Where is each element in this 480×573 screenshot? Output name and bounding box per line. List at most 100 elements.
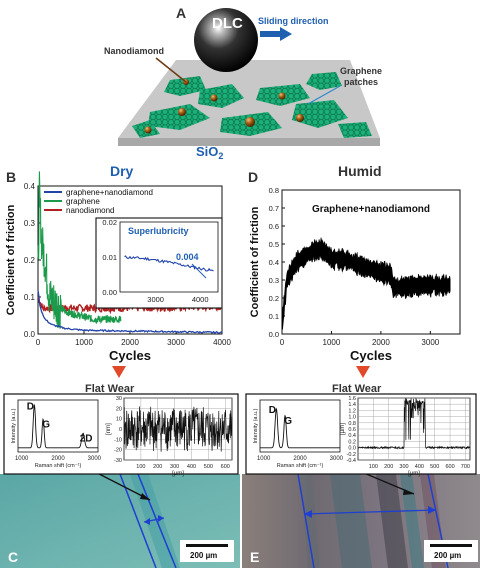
panel-c-title: Flat Wear bbox=[85, 383, 135, 395]
dry-legend-label: graphene bbox=[66, 197, 100, 206]
panel-c-profile-y-tick-label: 10 bbox=[116, 417, 122, 423]
panel-c-profile-y-tick-label: 20 bbox=[116, 406, 122, 412]
nanodiamond-leader bbox=[155, 57, 187, 83]
panel-e-track-edge-left bbox=[297, 473, 315, 569]
panel-e-profile-y-tick-label: 1.6 bbox=[348, 396, 356, 402]
panel-e-profile-x-tick-label: 500 bbox=[430, 464, 439, 470]
panel-c-profile-x-label: [µm] bbox=[172, 471, 184, 477]
panel-e-scalebar-label: 200 µm bbox=[434, 551, 461, 560]
panel-e-raman-x-tick-label: 1000 bbox=[257, 456, 271, 462]
dry-x-axis-label: Cycles bbox=[109, 348, 151, 363]
panel-c-profile-x-tick-label: 500 bbox=[204, 464, 213, 470]
panel-e-inset-box bbox=[245, 393, 477, 475]
nanodiamond-label: Nanodiamond bbox=[104, 46, 164, 56]
panel-d: D Humid 0 1000 2000 30000.00.10.20.30.40.50… bbox=[248, 163, 461, 363]
panel-e-profile-y-tick-label: 1.4 bbox=[348, 402, 356, 408]
panel-e-pointer-head bbox=[403, 489, 414, 495]
panel-c-profile-y-tick-label: 0 bbox=[119, 427, 122, 433]
humid-x-tick-label: 2000 bbox=[372, 338, 390, 347]
panel-c-pointer-head bbox=[140, 493, 150, 500]
panel-e-width-marker bbox=[303, 509, 437, 515]
panel-e-title: Flat Wear bbox=[332, 383, 382, 395]
down-arrow-right bbox=[356, 366, 370, 378]
dry-legend-label: nanodiamond bbox=[66, 206, 114, 215]
dry-series-graphene-nanodiamond bbox=[37, 290, 223, 334]
panel-e-profile-x-tick-label: 100 bbox=[369, 464, 378, 470]
panel-e-profile-y-tick-label: 1.0 bbox=[348, 415, 356, 421]
panel-c-raman-x-tick-label: 1000 bbox=[15, 456, 29, 462]
dry-y-tick-label: 0.1 bbox=[24, 293, 36, 302]
panel-e-profile-y-tick-label: 0.4 bbox=[348, 433, 356, 439]
panel-c-track-edge-left bbox=[119, 473, 157, 569]
panel-e-profile-y-tick-label: -0.2 bbox=[347, 452, 356, 458]
panel-c-scalebar bbox=[186, 544, 228, 547]
dry-y-tick-label: 0.4 bbox=[24, 182, 36, 191]
panel-e-raman-y-label: Intensity (a.u.) bbox=[253, 408, 259, 443]
panel-e-profile-y-label: [µm] bbox=[340, 423, 346, 435]
panel-e-profile-y-tick-label: -0.4 bbox=[347, 458, 356, 464]
dry-inset-frame bbox=[95, 217, 223, 309]
dry-inset-x-tick-label: 3000 bbox=[147, 295, 164, 304]
panel-e-raman-peak-label: G bbox=[284, 416, 292, 427]
panel-c-raman-spectrum bbox=[18, 403, 98, 449]
humid-x-axis-label: Cycles bbox=[350, 348, 392, 363]
panel-c-track-edge-right bbox=[137, 473, 177, 569]
dry-inset-y-tick-label: 0.02 bbox=[102, 218, 117, 227]
dry-y-axis-label: Coefficient of friction bbox=[5, 204, 17, 315]
dry-inset-plot-frame bbox=[119, 221, 219, 293]
panel-e-profile: 1.61.41.21.00.80.60.40.20.0-0.2-0.4 100 20… bbox=[340, 396, 471, 477]
humid-y-tick-label: 0.0 bbox=[269, 330, 279, 339]
dry-chart: 0 1000 2000 3000 4000 0.0 0.1 0.2 0.3 0.4 Cycles Co… bbox=[5, 171, 231, 363]
dry-x-tick-label: 3000 bbox=[167, 338, 185, 347]
humid-y-tick-label: 0.4 bbox=[269, 258, 279, 267]
dry-x-tick-label: 4000 bbox=[213, 338, 231, 347]
humid-series-band bbox=[281, 237, 451, 330]
panel-e-raman-peak-label: D bbox=[269, 405, 276, 416]
sliding-direction-arrow bbox=[260, 27, 292, 41]
panel-c-profile-trace bbox=[123, 406, 233, 452]
substrate-label: SiO2 bbox=[196, 144, 223, 161]
panel-e-profile-x-label: [µm] bbox=[408, 471, 420, 477]
dlc-ball bbox=[194, 8, 258, 72]
panel-a-letter: A bbox=[176, 5, 186, 21]
panel-a: A DLC bbox=[104, 5, 382, 161]
panel-c-raman: 1000 2000 3000 Raman shift (cm⁻¹) Intensity … bbox=[11, 399, 102, 469]
dry-inset-x-tick-label: 4000 bbox=[192, 295, 209, 304]
humid-y-tick-label: 0.7 bbox=[269, 204, 279, 213]
humid-x-tick-label: 3000 bbox=[421, 338, 439, 347]
panel-b-title: Dry bbox=[110, 163, 134, 179]
panel-c-raman-peak-label: G bbox=[42, 419, 50, 430]
panel-c-profile-y-tick-label: 30 bbox=[116, 396, 122, 402]
panel-e-width-arrow-2 bbox=[428, 506, 436, 514]
humid-y-tick-label: 0.1 bbox=[269, 312, 279, 321]
humid-y-tick-label: 0.8 bbox=[269, 186, 279, 195]
panel-e-profile-x-tick-label: 300 bbox=[399, 464, 408, 470]
humid-y-tick-label: 0.2 bbox=[269, 294, 279, 303]
panel-e-letter: E bbox=[250, 549, 259, 565]
panel-c-profile-x-tick-label: 200 bbox=[153, 464, 162, 470]
dry-series-graphene bbox=[37, 171, 122, 329]
panel-e-profile-x-tick-label: 600 bbox=[445, 464, 454, 470]
panel-c-raman-peak-label: 2D bbox=[80, 433, 93, 444]
panel-e-profile-y-tick-label: 0.2 bbox=[348, 439, 356, 445]
sliding-direction-label: Sliding direction bbox=[258, 16, 329, 26]
dry-legend-label: graphene+nanodiamond bbox=[66, 188, 153, 197]
dry-x-tick-label: 2000 bbox=[121, 338, 139, 347]
panel-e-profile-x-tick-label: 400 bbox=[415, 464, 424, 470]
dry-inset-annotation: 0.004 bbox=[176, 252, 199, 262]
panel-e-profile-trace bbox=[357, 397, 471, 450]
dlc-label: DLC bbox=[212, 15, 243, 32]
panel-c-raman-x-tick-label: 2000 bbox=[51, 456, 65, 462]
dry-inset-title: Superlubricity bbox=[128, 226, 189, 236]
dry-inset-y-tick-label: 0.00 bbox=[102, 288, 117, 297]
panel-c-raman-peak-label: D bbox=[27, 401, 34, 412]
panel-c-letter: C bbox=[8, 549, 18, 565]
panel-c-profile-y-tick-label: -20 bbox=[114, 448, 122, 454]
down-arrow-left bbox=[112, 366, 126, 378]
panel-e-profile-y-tick-label: 0.8 bbox=[348, 421, 356, 427]
down-arrows bbox=[112, 366, 370, 378]
